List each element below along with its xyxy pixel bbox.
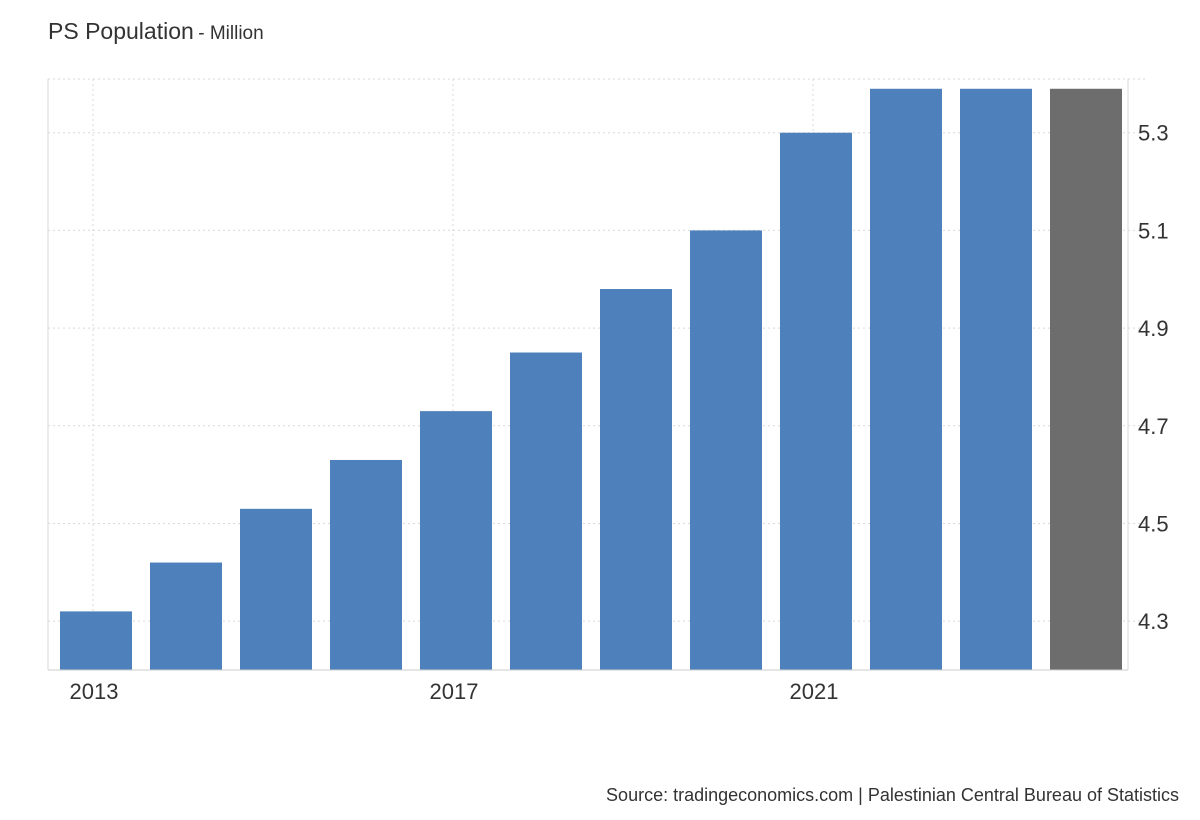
y-tick-label: 4.7 [1138,414,1169,439]
tick-labels: 4.3 4.5 4.7 4.9 5.1 5.3 2013 2017 2021 [70,121,1169,704]
bar-2023 [960,88,1032,670]
axes [47,79,1129,671]
bar-2016 [330,459,402,670]
bars [60,88,1122,671]
y-tick-label: 5.3 [1138,121,1169,146]
y-tick-label: 5.1 [1138,218,1169,243]
bar-2015 [240,508,312,670]
y-tick-label: 4.5 [1138,511,1169,536]
bar-2020 [690,230,762,671]
bar-2018 [510,352,582,670]
chart-title-row: PS Population - Million [48,18,264,45]
bar-2014 [150,562,222,670]
bar-2013 [60,611,132,670]
chart-subtitle: - Million [198,23,264,44]
bar-2021 [780,132,852,670]
bar-2017 [420,411,492,670]
y-tick-label: 4.9 [1138,316,1169,341]
bar-2024 [1050,88,1122,670]
x-tick-label: 2021 [790,679,839,704]
chart-title: PS Population [48,18,194,44]
source-note: Source: tradingeconomics.com | Palestini… [606,785,1179,805]
bar-2022 [870,88,942,670]
x-tick-label: 2013 [70,679,119,704]
bar-2019 [600,289,672,670]
x-tick-label: 2017 [430,679,479,704]
y-tick-label: 4.3 [1138,609,1169,634]
